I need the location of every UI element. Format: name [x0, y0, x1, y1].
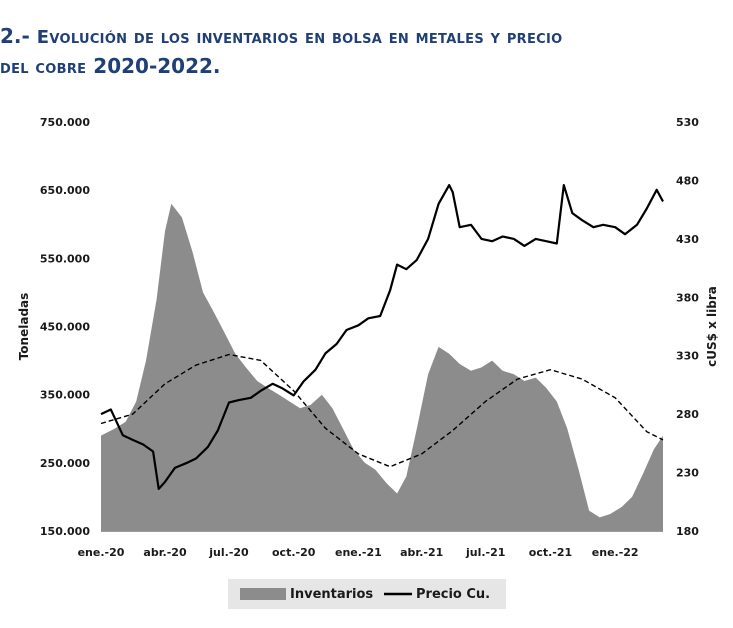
trend-dashed-line	[100, 353, 664, 468]
right-tick-label: 180	[676, 525, 699, 538]
left-tick-label: 450.000	[40, 321, 90, 334]
x-tick-label: ene.-22	[592, 546, 639, 559]
left-tick-label: 150.000	[40, 525, 90, 538]
right-tick-label: 280	[676, 408, 699, 421]
title-text-2: del cobre	[0, 57, 87, 78]
left-tick-label: 350.000	[40, 389, 90, 402]
x-tick-label: ene.-20	[78, 546, 125, 559]
left-axis-ticks: 150.000 250.000 350.000 450.000 550.000 650.0…	[40, 116, 90, 538]
right-tick-label: 530	[676, 116, 699, 129]
title-years: 2020-2022.	[86, 54, 221, 78]
title-line-2: del cobre 2020-2022.	[0, 52, 733, 82]
precio-cu-line	[100, 184, 664, 490]
title-line-1: 2.- Evolución de los inventarios en bols…	[0, 22, 733, 52]
right-axis-label: cUS$ x libra	[705, 286, 719, 367]
left-tick-label: 750.000	[40, 116, 90, 129]
x-tick-label: oct.-21	[529, 546, 572, 559]
chart-title: 2.- Evolución de los inventarios en bols…	[0, 22, 733, 82]
left-axis-label: Toneladas	[17, 293, 31, 361]
left-tick-label: 250.000	[40, 457, 90, 470]
right-tick-label: 430	[676, 233, 699, 246]
left-tick-label: 650.000	[40, 184, 90, 197]
right-axis-ticks: 180 230 280 330 380 430 480 530	[676, 116, 699, 538]
inventarios-area	[101, 203, 663, 532]
legend-inventarios-label: Inventarios	[290, 587, 373, 602]
x-tick-label: jul.-20	[208, 546, 249, 559]
left-tick-label: 550.000	[40, 252, 90, 265]
x-tick-label: jul.-21	[465, 546, 505, 559]
right-tick-label: 480	[676, 174, 699, 187]
x-tick-label: abr.-21	[400, 546, 443, 559]
x-tick-label: oct.-20	[272, 546, 316, 559]
x-axis-ticks: ene.-20 abr.-20 jul.-20 oct.-20 ene.-21 abr.-…	[78, 546, 639, 559]
legend-precio-label: Precio Cu.	[416, 587, 490, 602]
x-tick-label: abr.-20	[143, 546, 187, 559]
right-tick-label: 380	[676, 291, 699, 304]
price-line-layer	[100, 184, 664, 490]
right-tick-label: 230	[676, 467, 699, 480]
title-text-1: Evolución de los inventarios en bolsa en…	[36, 27, 563, 48]
legend: Inventarios Precio Cu.	[228, 579, 506, 609]
inventory-area-layer	[101, 203, 663, 532]
right-tick-label: 330	[676, 350, 699, 363]
title-number: 2.-	[0, 24, 37, 48]
legend-inventarios-swatch	[240, 588, 286, 600]
trend-lines-layer	[100, 353, 664, 468]
x-tick-label: ene.-21	[335, 546, 382, 559]
